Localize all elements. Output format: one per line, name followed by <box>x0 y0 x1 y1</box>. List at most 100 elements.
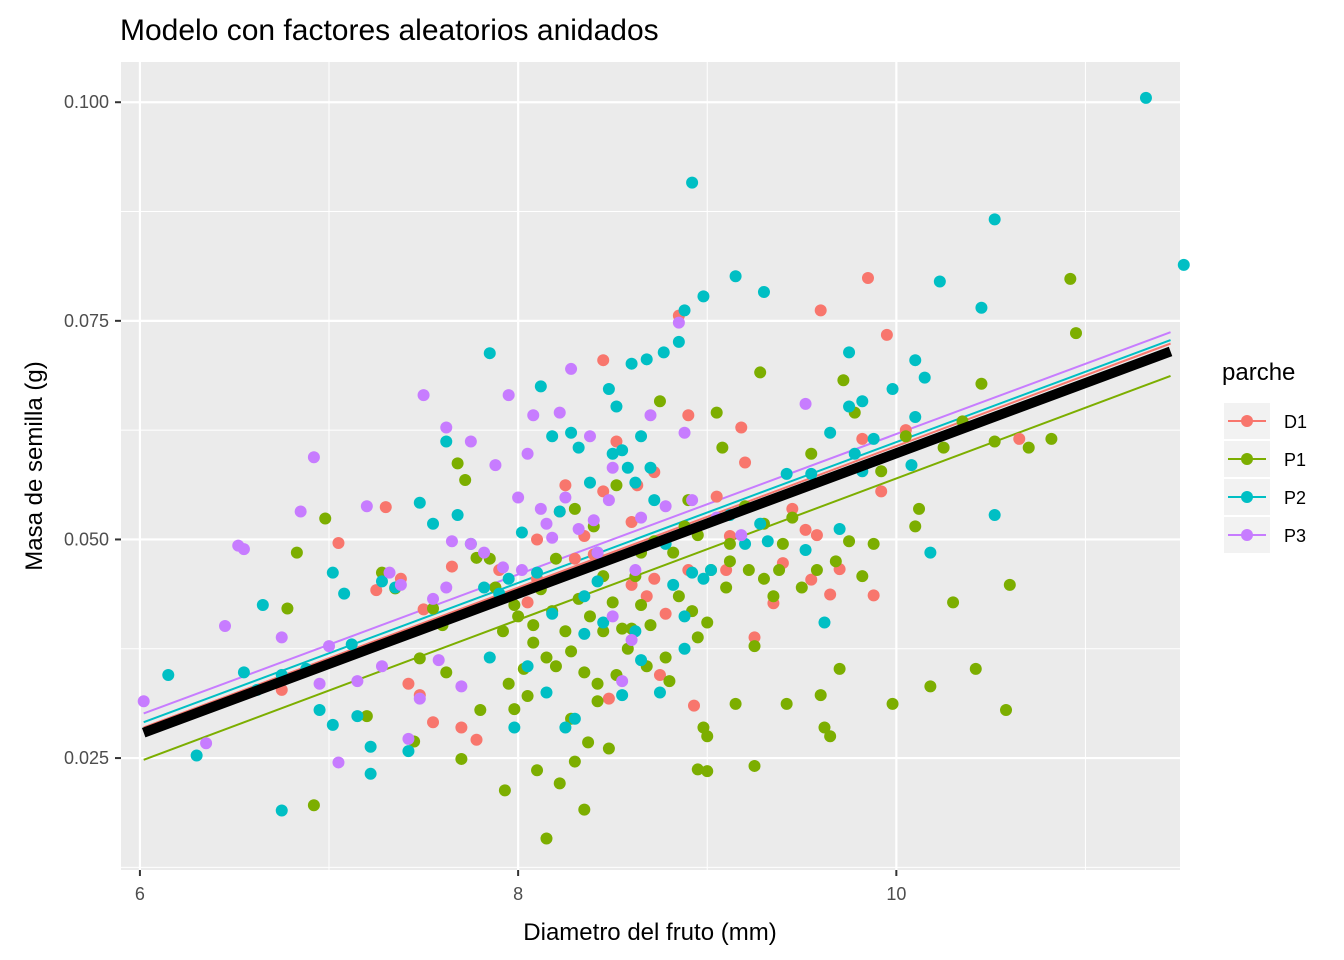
data-point-p3 <box>432 654 445 667</box>
data-point-d1 <box>805 573 818 586</box>
data-point-p2 <box>672 335 685 348</box>
data-point-p2 <box>909 411 922 424</box>
data-point-p1 <box>875 465 888 478</box>
data-point-p1 <box>824 730 837 743</box>
data-point-d1 <box>427 716 440 729</box>
data-point-p3 <box>394 578 407 591</box>
data-point-p2 <box>640 353 653 366</box>
data-point-p1 <box>757 572 770 585</box>
mean-line-group <box>141 346 1173 738</box>
y-tick-label: 0.100 <box>64 92 109 112</box>
data-point-p2 <box>256 599 269 612</box>
data-point-p1 <box>531 764 544 777</box>
data-point-p1 <box>742 564 755 577</box>
data-point-d1 <box>597 354 610 367</box>
data-point-p2 <box>313 703 326 716</box>
data-point-p2 <box>531 566 544 579</box>
data-point-p2 <box>602 383 615 396</box>
data-point-p1 <box>843 535 856 548</box>
data-point-p3 <box>332 756 345 769</box>
data-point-p3 <box>440 421 453 434</box>
data-point-p3 <box>200 737 213 750</box>
data-point-p2 <box>754 517 767 530</box>
data-point-p2 <box>988 508 1001 521</box>
data-point-p1 <box>521 689 534 702</box>
data-point-p1 <box>455 752 468 765</box>
data-point-d1 <box>559 479 572 492</box>
data-point-p1 <box>565 645 578 658</box>
data-point-d1 <box>379 501 392 514</box>
data-point-p2 <box>546 430 559 443</box>
data-point-p2 <box>629 476 642 489</box>
data-point-p1 <box>748 640 761 653</box>
data-point-p2 <box>162 668 175 681</box>
data-point-p2 <box>648 494 661 507</box>
data-point-p2 <box>905 459 918 472</box>
data-point-d1 <box>682 409 695 422</box>
data-point-p1 <box>818 721 831 734</box>
data-point-p3 <box>678 426 691 439</box>
data-point-p1 <box>527 619 540 632</box>
data-point-p3 <box>445 535 458 548</box>
data-point-d1 <box>659 607 672 620</box>
data-point-p3 <box>616 675 629 688</box>
data-point-p2 <box>843 346 856 359</box>
data-point-p1 <box>549 552 562 565</box>
data-point-p3 <box>313 677 326 690</box>
data-point-p1 <box>886 697 899 710</box>
data-point-p2 <box>625 357 638 370</box>
x-tick-label: 6 <box>135 884 145 904</box>
data-point-d1 <box>648 572 661 585</box>
data-point-p3 <box>540 517 553 530</box>
data-point-p2 <box>534 380 547 393</box>
data-point-p1 <box>559 625 572 638</box>
data-point-p3 <box>375 660 388 673</box>
data-point-d1 <box>1013 432 1026 445</box>
data-point-p1 <box>653 395 666 408</box>
data-point-p1 <box>659 651 672 664</box>
data-point-p2 <box>1177 258 1190 271</box>
data-point-p3 <box>219 620 232 633</box>
data-point-d1 <box>610 435 623 448</box>
legend-point-d1 <box>1241 415 1253 427</box>
data-point-p1 <box>776 537 789 550</box>
data-point-p1 <box>780 697 793 710</box>
data-point-p3 <box>307 451 320 464</box>
data-point-d1 <box>653 668 666 681</box>
data-point-p1 <box>1064 272 1077 285</box>
data-point-d1 <box>531 533 544 546</box>
data-point-p2 <box>553 505 566 518</box>
data-point-p1 <box>527 636 540 649</box>
data-point-p1 <box>459 473 472 486</box>
data-point-p3 <box>464 537 477 550</box>
data-point-p1 <box>975 377 988 390</box>
data-point-p2 <box>572 441 585 454</box>
data-point-p1 <box>502 677 515 690</box>
data-point-p3 <box>427 592 440 605</box>
data-point-p1 <box>947 596 960 609</box>
data-point-p1 <box>773 564 786 577</box>
data-point-p3 <box>587 514 600 527</box>
data-point-p1 <box>540 651 553 664</box>
data-point-d1 <box>799 523 812 536</box>
data-point-p2 <box>565 426 578 439</box>
data-point-p1 <box>716 441 729 454</box>
data-point-p2 <box>521 660 534 673</box>
data-point-p2 <box>237 666 250 679</box>
data-point-p1 <box>723 555 736 568</box>
data-point-d1 <box>625 515 638 528</box>
fit-line-p2 <box>143 339 1171 724</box>
data-point-d1 <box>455 721 468 734</box>
data-point-p2 <box>621 461 634 474</box>
data-point-p1 <box>814 689 827 702</box>
data-point-p2 <box>427 517 440 530</box>
data-point-p2 <box>338 587 351 600</box>
data-point-p2 <box>364 767 377 780</box>
data-point-p1 <box>440 666 453 679</box>
data-point-p1 <box>508 599 521 612</box>
data-point-p1 <box>672 590 685 603</box>
data-point-p2 <box>451 508 464 521</box>
legend-title: parche <box>1222 359 1295 386</box>
data-point-p2 <box>478 581 491 594</box>
data-point-p2 <box>578 590 591 603</box>
